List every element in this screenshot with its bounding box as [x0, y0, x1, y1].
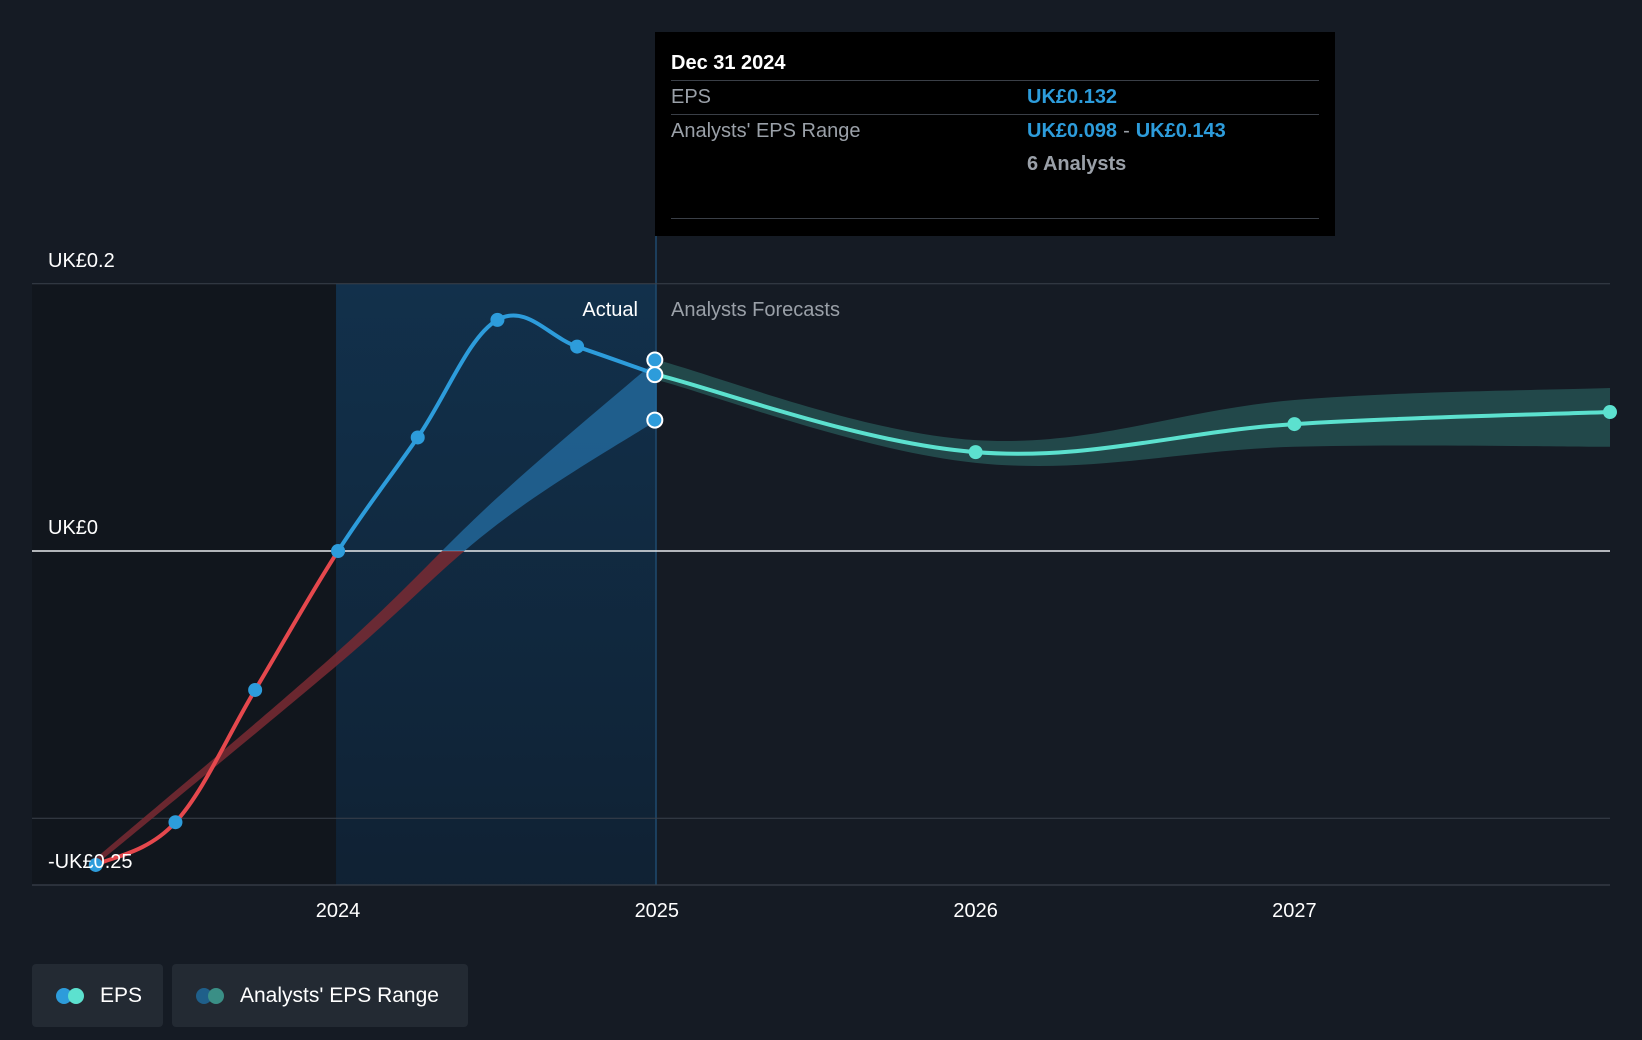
forecast-region-label: Analysts Forecasts	[671, 299, 840, 321]
x-tick-label: 2027	[1272, 900, 1317, 922]
eps-actual-point	[331, 544, 346, 558]
eps-forecast-point	[1287, 417, 1302, 432]
tooltip: Dec 31 2024 EPS UK£0.132 Analysts' EPS R…	[655, 32, 1335, 236]
tooltip-range-low: UK£0.098	[1027, 120, 1118, 142]
tooltip-range-high: UK£0.143	[1135, 120, 1226, 142]
range-legend-dot-forecast	[208, 987, 224, 1004]
hover-point	[646, 351, 664, 369]
eps-forecast-line	[656, 372, 1611, 456]
tooltip-divider	[671, 218, 1319, 219]
legend-eps-button[interactable]: EPS	[32, 964, 163, 1027]
eps-range-band-positive	[441, 359, 657, 551]
eps-actual-point	[570, 339, 585, 354]
x-tick-label: 2024	[316, 900, 361, 922]
legend-range-label: Analysts' EPS Range	[240, 983, 439, 1007]
y-tick-label: -UK£0.25	[48, 851, 133, 873]
eps-actual-point	[410, 430, 425, 445]
tooltip-analysts-count: 6 Analysts	[1027, 153, 1127, 175]
hover-point	[646, 366, 664, 384]
tooltip-analysts-row: 6 Analysts	[671, 148, 1319, 181]
tooltip-range-separator: -	[1123, 120, 1130, 142]
eps-actual-point	[248, 682, 263, 697]
eps-actual-point	[168, 815, 183, 830]
tooltip-range-row: Analysts' EPS Range UK£0.098- UK£0.143	[671, 115, 1319, 148]
legend-range-button[interactable]: Analysts' EPS Range	[172, 964, 468, 1027]
legend-eps-label: EPS	[100, 983, 143, 1007]
tooltip-eps-row: EPS UK£0.132	[671, 81, 1319, 115]
eps-legend-dot-forecast	[68, 987, 84, 1004]
eps-forecast-point	[1603, 405, 1617, 420]
eps-legend-icon	[56, 987, 88, 1004]
x-tick-label: 2026	[953, 900, 998, 922]
y-tick-label: UK£0	[48, 517, 98, 539]
eps-forecast-point	[968, 445, 983, 460]
eps-actual-line-positive	[335, 313, 658, 551]
tooltip-eps-value: UK£0.132	[1027, 86, 1118, 108]
eps-actual-point	[490, 312, 505, 327]
eps-range-band-forecast	[656, 359, 1610, 467]
tooltip-date: Dec 31 2024	[671, 46, 1319, 81]
tooltip-eps-label: EPS	[671, 86, 712, 108]
y-tick-label: UK£0.2	[48, 250, 115, 272]
eps-actual-line-negative	[94, 551, 341, 867]
range-legend-icon	[196, 987, 228, 1004]
past-period-shade	[32, 284, 337, 885]
tooltip-range-label: Analysts' EPS Range	[671, 120, 861, 142]
actual-period-shade	[336, 284, 656, 885]
eps-actual-point	[88, 857, 103, 872]
eps-range-band-negative	[95, 551, 465, 865]
actual-region-label: Actual	[582, 299, 638, 321]
x-tick-label: 2025	[635, 900, 680, 922]
hover-point	[646, 411, 664, 429]
